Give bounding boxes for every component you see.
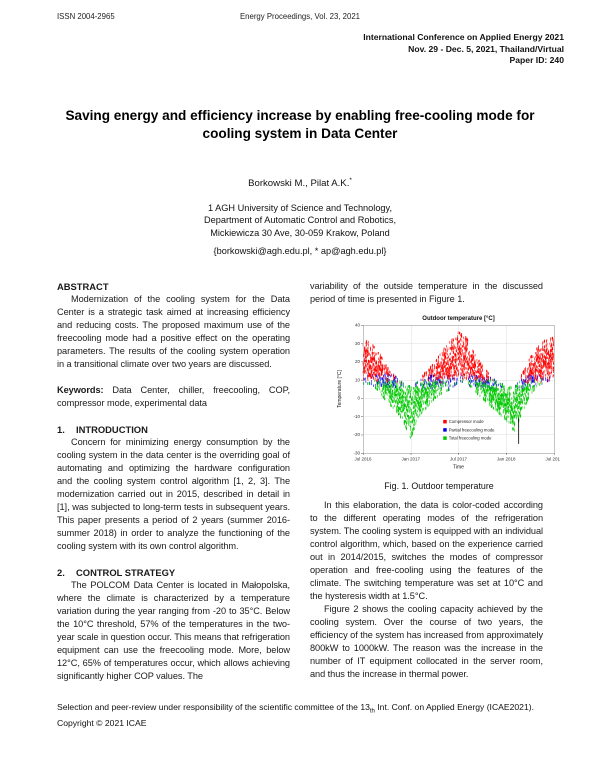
footer-line-1-text: Selection and peer-review under responsi… (57, 702, 370, 712)
authors-names: Borkowski M., Pilat A.K. (248, 177, 350, 189)
figure1: Fig. 1. Outdoor temperature (334, 313, 560, 491)
footer-line-2: Copyright © 2021 ICAE (57, 718, 147, 729)
author-emails: {borkowski@agh.edu.pl, * ap@agh.edu.pl} (213, 246, 387, 257)
keywords-text: Data Center, chiller, freecooling, COP, … (57, 385, 290, 409)
section-1-title: INTRODUCTION (76, 424, 148, 436)
keywords-paragraph: Keywords: Data Center, chiller, freecool… (57, 384, 290, 410)
journal-label: Energy Proceedings, Vol. 23, 2021 (239, 12, 361, 21)
right-paragraph-2: In this elaboration, the data is color-c… (310, 500, 543, 602)
two-column-body: ABSTRACT Modernization of the cooling sy… (0, 256, 600, 683)
affiliation-block: 1 AGH University of Science and Technolo… (0, 202, 600, 240)
abstract-heading: ABSTRACT (57, 281, 109, 293)
page-header: ISSN 2004-2965 Energy Proceedings, Vol. … (0, 0, 600, 21)
footer-line-1: Selection and peer-review under responsi… (57, 702, 566, 718)
paper-id: Paper ID: 240 (509, 55, 564, 65)
right-paragraph-1: variability of the outside temperature i… (310, 281, 543, 305)
section-1-number: 1. (57, 424, 65, 436)
conference-dates: Nov. 29 - Dec. 5, 2021, Thailand/Virtual (408, 43, 564, 54)
right-column: variability of the outside temperature i… (310, 280, 560, 683)
section-2-heading: 2. CONTROL STRATEGY (57, 566, 290, 579)
figure1-caption: Fig. 1. Outdoor temperature (384, 481, 494, 492)
section-2-title: CONTROL STRATEGY (76, 567, 176, 579)
footer-line-1-tail: Int. Conf. on Applied Energy (ICAE2021). (374, 702, 534, 712)
section-1-paragraph: Concern for minimizing energy consumptio… (57, 437, 290, 552)
authors-asterisk: * (349, 176, 352, 184)
conference-name: International Conference on Applied Ener… (363, 32, 564, 42)
page-footer: Selection and peer-review under responsi… (57, 702, 566, 730)
right-paragraph-3: Figure 2 shows the cooling capacity achi… (310, 604, 543, 680)
footer-ordinal-sub: th (369, 708, 375, 715)
conference-block: International Conference on Applied Ener… (0, 32, 564, 67)
section-2-paragraph: The POLCOM Data Center is located in Mał… (57, 580, 290, 682)
figure1-canvas (334, 313, 560, 479)
affiliation-line: 1 AGH University of Science and Technolo… (207, 202, 393, 213)
section-1-heading: 1. INTRODUCTION (57, 423, 290, 436)
keywords-label: Keywords: (57, 385, 104, 396)
affiliation-line: Department of Automatic Control and Robo… (203, 215, 396, 226)
paper-title: Saving energy and efficiency increase by… (65, 107, 535, 141)
abstract-paragraph: Modernization of the cooling system for … (57, 294, 290, 370)
issn-label: ISSN 2004-2965 (57, 12, 115, 21)
left-column: ABSTRACT Modernization of the cooling sy… (57, 280, 290, 683)
section-2-number: 2. (57, 567, 65, 579)
authors-line: Borkowski M., Pilat A.K.* (0, 177, 600, 189)
affiliation-line: Mickiewicza 30 Ave, 30-059 Krakow, Polan… (210, 227, 390, 238)
